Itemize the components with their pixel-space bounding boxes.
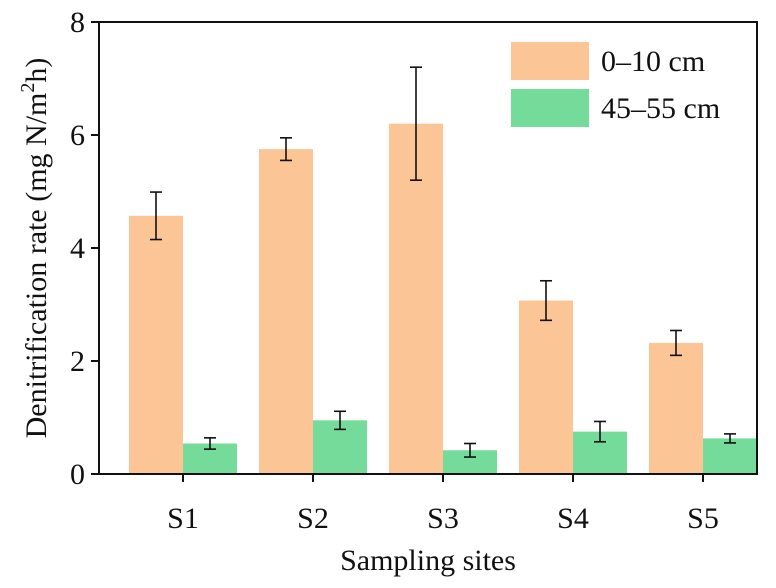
error-bars-layer	[150, 66, 736, 458]
error-bar-s4-series-2	[594, 420, 606, 443]
legend-swatch-series-2	[511, 89, 589, 127]
y-axis: 0 2 4 6 8	[70, 6, 99, 491]
y-tick-label-8: 8	[70, 6, 85, 39]
error-bar-s1-series-2	[204, 437, 216, 450]
y-tick-label-4: 4	[70, 232, 85, 265]
legend-swatch-series-1	[511, 42, 589, 80]
x-tick-label-s2: S2	[297, 502, 329, 535]
y-axis-title-superscript: 2	[17, 83, 39, 93]
x-tick-label-s1: S1	[167, 502, 199, 535]
error-bar-s3-series-1	[410, 66, 422, 181]
error-bar-s5-series-2	[724, 433, 736, 444]
x-axis: S1 S2 S3 S4 S5	[167, 474, 719, 535]
y-tick-label-2: 2	[70, 345, 85, 378]
error-bar-s2-series-2	[334, 410, 346, 431]
bar-s5-series-2	[703, 438, 757, 474]
error-bar-s2-series-1	[280, 137, 292, 162]
y-axis-title-main: Denitrification rate (mg N/m	[20, 93, 53, 439]
y-tick-label-0: 0	[70, 458, 85, 491]
bar-s3-series-2	[443, 450, 497, 474]
legend-label-series-1: 0–10 cm	[601, 45, 705, 78]
error-bar-s1-series-1	[150, 191, 162, 241]
x-tick-label-s4: S4	[557, 502, 589, 535]
bar-s3-series-1	[389, 123, 443, 474]
x-tick-label-s3: S3	[427, 502, 459, 535]
bar-s4-series-1	[519, 300, 573, 474]
bar-s5-series-1	[649, 342, 703, 474]
y-axis-title-end: h)	[20, 58, 53, 83]
error-bar-s4-series-1	[540, 279, 552, 322]
legend-label-series-2: 45–55 cm	[601, 92, 720, 125]
x-axis-title: Sampling sites	[340, 544, 516, 577]
error-bar-s3-series-2	[464, 442, 476, 458]
bar-s2-series-1	[259, 149, 313, 474]
y-axis-title: Denitrification rate (mg N/m2h)	[17, 58, 53, 439]
y-tick-label-6: 6	[70, 119, 85, 152]
error-bar-s5-series-1	[670, 329, 682, 357]
bar-s1-series-1	[129, 215, 183, 475]
legend: 0–10 cm 45–55 cm	[511, 42, 720, 127]
bars-layer	[129, 123, 757, 475]
x-tick-label-s5: S5	[687, 502, 719, 535]
